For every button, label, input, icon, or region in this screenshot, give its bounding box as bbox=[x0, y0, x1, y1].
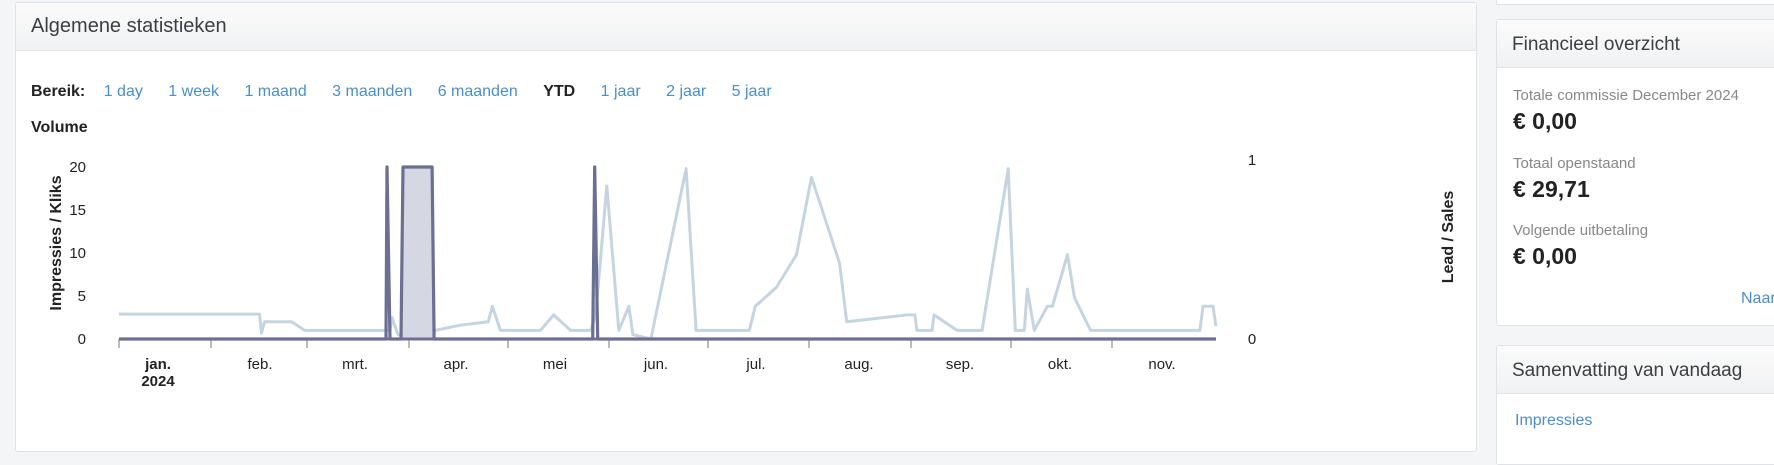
y-tick-label: 5 bbox=[78, 288, 86, 305]
range-1-week[interactable]: 1 week bbox=[168, 83, 219, 100]
fin-next-payout: Volgende uitbetaling € 0,00 bbox=[1513, 222, 1648, 270]
y-tick-label: 20 bbox=[69, 159, 86, 176]
series-line bbox=[119, 165, 1216, 341]
x-tick-label: apr. bbox=[443, 356, 468, 373]
fin-commission-label: Totale commissie December 2024 bbox=[1513, 87, 1739, 104]
x-year-label: 2024 bbox=[141, 373, 175, 390]
x-tick-label: jan. bbox=[144, 356, 171, 373]
y-tick-label: 15 bbox=[69, 202, 86, 219]
x-tick-label: okt. bbox=[1048, 356, 1072, 373]
y2-axis-title: Lead / Sales bbox=[1440, 191, 1457, 284]
range-ytd[interactable]: YTD bbox=[543, 83, 576, 100]
today-panel-title: Samenvatting van vandaag bbox=[1497, 346, 1774, 394]
x-tick-label: jun. bbox=[643, 356, 668, 373]
x-tick-label: mei bbox=[543, 356, 567, 373]
x-tick-label: nov. bbox=[1148, 356, 1175, 373]
y2-tick-label: 1 bbox=[1248, 152, 1256, 169]
range-1-maand[interactable]: 1 maand bbox=[244, 83, 307, 100]
series-line bbox=[119, 167, 1218, 341]
x-tick-label: feb. bbox=[247, 356, 272, 373]
y-tick-label: 10 bbox=[69, 245, 86, 262]
today-impressions-link[interactable]: Impressies bbox=[1515, 412, 1593, 429]
y-tick-label: 0 bbox=[78, 331, 86, 348]
fin-next-payout-value: € 0,00 bbox=[1513, 243, 1577, 269]
fin-outstanding-value: € 29,71 bbox=[1513, 176, 1590, 202]
y-axis-title: Impressies / Kliks bbox=[48, 175, 65, 310]
fin-outstanding-label: Totaal openstaand bbox=[1513, 155, 1636, 172]
range-5-jaar[interactable]: 5 jaar bbox=[731, 83, 772, 100]
fin-commission: Totale commissie December 2024 € 0,00 bbox=[1513, 87, 1739, 135]
stats-panel-title: Algemene statistieken bbox=[16, 3, 1476, 51]
range-2-jaar[interactable]: 2 jaar bbox=[666, 83, 707, 100]
today-panel: Samenvatting van vandaag Impressies bbox=[1496, 345, 1774, 465]
financial-panel: Financieel overzicht Totale commissie De… bbox=[1496, 19, 1774, 326]
x-tick-label: aug. bbox=[844, 356, 873, 373]
fin-more-link[interactable]: Naar bbox=[1741, 290, 1774, 307]
fin-outstanding: Totaal openstaand € 29,71 bbox=[1513, 155, 1636, 203]
fin-commission-value: € 0,00 bbox=[1513, 108, 1577, 134]
y2-tick-label: 0 bbox=[1248, 331, 1256, 348]
volume-heading: Volume bbox=[31, 119, 88, 136]
range-1-day[interactable]: 1 day bbox=[103, 83, 143, 100]
range-selector: Bereik: 1 day 1 week 1 maand 3 maanden 6… bbox=[31, 83, 793, 101]
stats-panel: Algemene statistieken Bereik: 1 day 1 we… bbox=[15, 2, 1477, 452]
fin-next-payout-label: Volgende uitbetaling bbox=[1513, 222, 1649, 239]
x-tick-label: jul. bbox=[745, 356, 765, 373]
x-tick-label: sep. bbox=[946, 356, 974, 373]
financial-panel-title: Financieel overzicht bbox=[1497, 20, 1774, 68]
range-label: Bereik: bbox=[31, 83, 86, 100]
range-1-jaar[interactable]: 1 jaar bbox=[600, 83, 641, 100]
range-3-maanden[interactable]: 3 maanden bbox=[332, 83, 413, 100]
volume-chart: Impressies / Kliks Lead / Sales 05101520… bbox=[48, 152, 1457, 390]
previous-panel-edge bbox=[1496, 0, 1774, 5]
x-tick-label: mrt. bbox=[342, 356, 368, 373]
series-area bbox=[402, 167, 434, 339]
range-6-maanden[interactable]: 6 maanden bbox=[437, 83, 518, 100]
